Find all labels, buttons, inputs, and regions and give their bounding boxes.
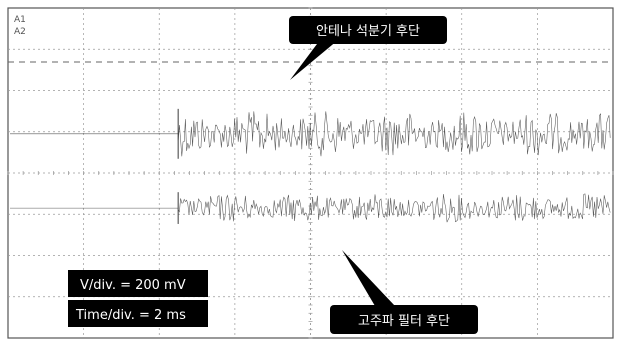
tdiv-readout: Time/div. = 2 ms bbox=[68, 300, 208, 327]
annotation-callout-upper: 안테나 석분기 후단 bbox=[289, 16, 447, 80]
vdiv-text: V/div. = 200 mV bbox=[80, 278, 186, 293]
tdiv-text: Time/div. = 2 ms bbox=[75, 308, 186, 323]
annotation-callout-lower: 고주파 필터 후단 bbox=[330, 250, 478, 334]
callout-box-upper bbox=[289, 16, 447, 44]
vdiv-box bbox=[68, 270, 208, 297]
callout-box-lower bbox=[330, 305, 478, 334]
callout-pointer-upper bbox=[290, 40, 338, 80]
annotation-upper-text: 안테나 석분기 후단 bbox=[316, 24, 420, 39]
channel-label-a1: A1 bbox=[14, 15, 26, 25]
vdiv-readout: V/div. = 200 mV bbox=[68, 270, 208, 297]
signal-trace-2 bbox=[10, 193, 611, 223]
signal-trace-1 bbox=[10, 111, 611, 157]
callout-pointer-lower bbox=[342, 250, 395, 306]
tdiv-box bbox=[68, 300, 208, 327]
annotation-lower-text: 고주파 필터 후단 bbox=[358, 314, 450, 329]
traces bbox=[10, 108, 611, 224]
channel-label-a2: A2 bbox=[14, 27, 26, 37]
